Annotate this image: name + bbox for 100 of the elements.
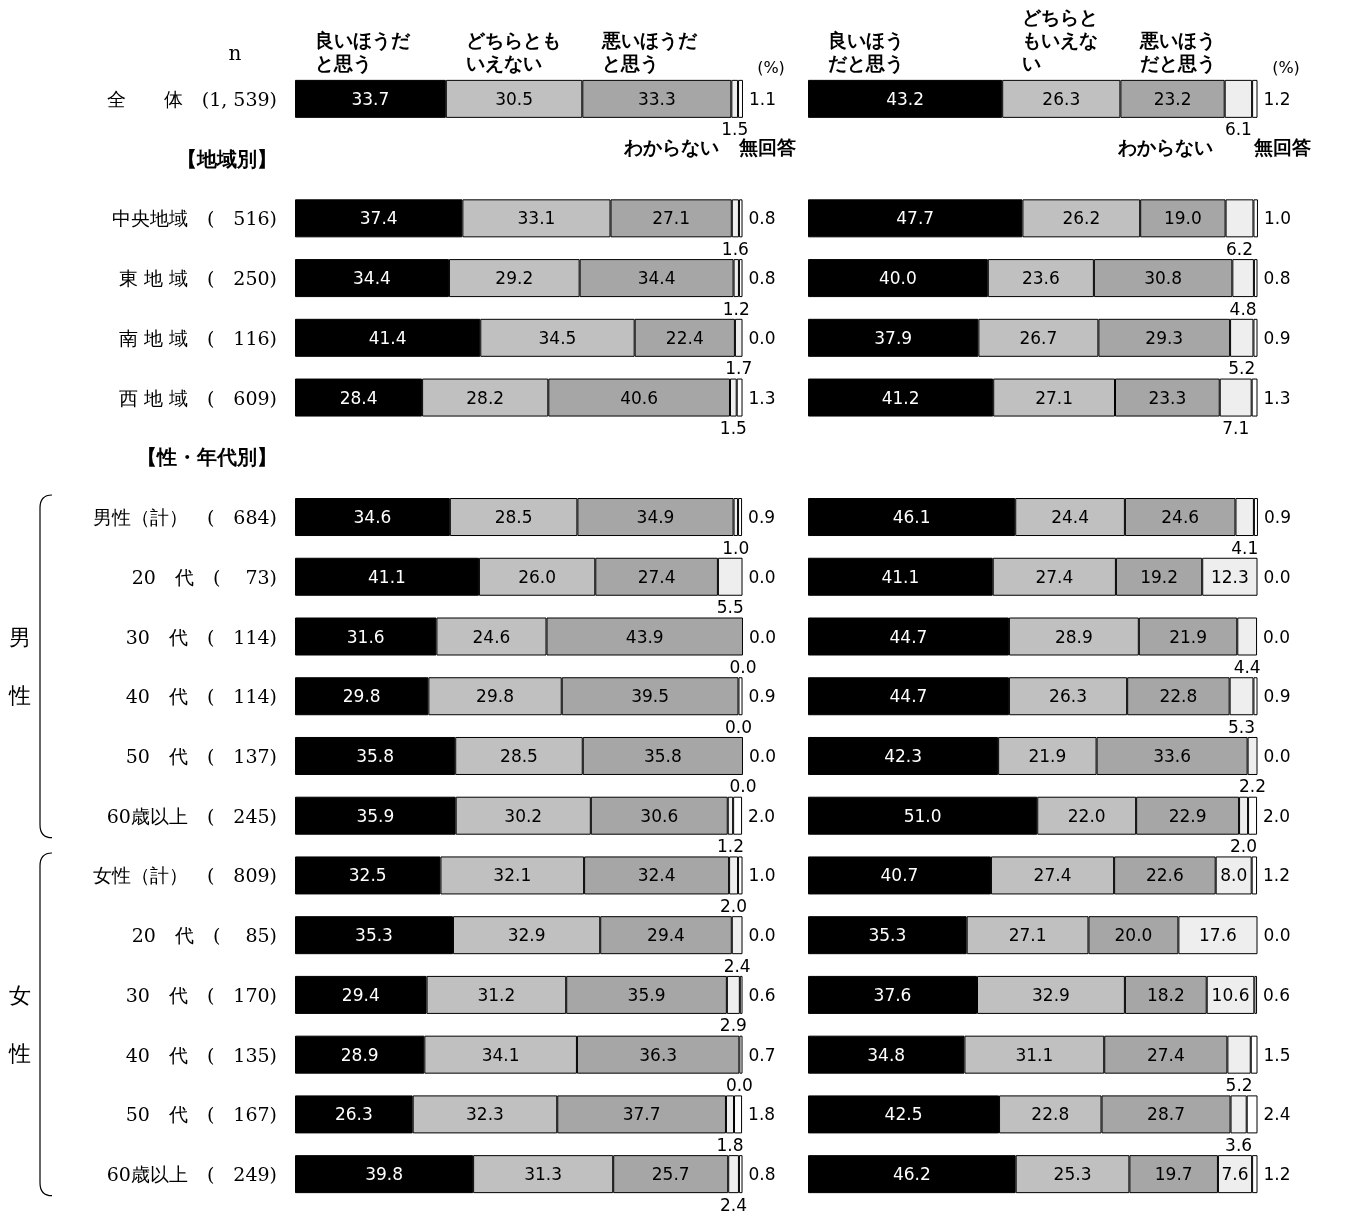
series-label: 悪いほうだと思う [601,29,699,76]
data-label: 4.1 [1231,537,1259,558]
text: (%) [1272,58,1300,78]
data-label: 0.0 [724,716,753,737]
data-label: 26.3 [1042,88,1081,109]
data-label: 19.0 [1163,208,1202,229]
data-label: 37.7 [622,1104,661,1125]
data-label: 28.2 [466,387,505,408]
data-label: 25.7 [651,1164,690,1185]
data-label: 0.0 [1263,626,1291,647]
data-label: 31.1 [1015,1044,1054,1065]
data-label: 41.1 [368,566,406,587]
data-label: 29.8 [476,686,514,707]
data-label: 1.8 [716,1134,744,1155]
data-label: 42.3 [884,745,922,766]
data-label: 23.3 [1148,387,1187,408]
data-label: 29.2 [495,268,534,289]
data-label: 28.7 [1147,1104,1185,1125]
data-label: 27.4 [637,566,676,587]
data-label: 42.5 [884,1104,923,1125]
y-tick-label: 20 代 ( 85) [131,924,277,947]
text: (%) [757,58,785,78]
data-label: 35.3 [868,925,907,946]
data-label: 19.7 [1154,1164,1193,1185]
data-label: 40.0 [878,268,917,289]
text: 女性 [9,983,31,1067]
data-label: 35.8 [643,745,682,766]
data-label: 34.5 [538,327,577,348]
data-label: 6.2 [1226,238,1254,259]
data-label: 28.5 [500,745,538,766]
data-label: 46.1 [892,507,931,528]
data-label: 1.2 [716,836,744,857]
series-label: 無回答 [1252,135,1311,158]
data-label: 30.5 [495,88,533,109]
data-label: 26.3 [1049,686,1087,707]
data-label: 35.9 [627,984,666,1005]
y-tick-label: 【地域別】 [177,146,277,171]
data-label: 0.0 [748,566,776,587]
data-label: 31.3 [524,1164,563,1185]
data-label: 1.3 [748,387,776,408]
data-label: 1.7 [725,358,753,379]
data-label: 2.0 [1263,805,1291,826]
data-label: 5.3 [1228,716,1256,737]
data-label: 0.0 [748,925,776,946]
data-label: 0.9 [1263,507,1291,528]
data-label: 4.4 [1233,657,1261,677]
data-label: 0.9 [748,686,776,707]
data-label: 0.8 [748,268,776,289]
data-label: 27.1 [652,208,691,229]
data-label: 30.8 [1144,268,1183,289]
data-label: 28.4 [339,387,378,408]
data-label: 1.0 [1263,208,1291,229]
data-label: 5.5 [716,597,744,618]
data-label: 34.1 [481,1044,520,1065]
data-label: 46.2 [892,1164,931,1185]
data-label: 29.3 [1145,327,1184,348]
data-label: 31.2 [477,984,516,1005]
data-label: 32.9 [507,925,546,946]
data-label: 33.6 [1153,745,1192,766]
data-label: 2.0 [720,895,748,916]
data-label: 0.0 [748,626,777,647]
data-label: 35.3 [355,925,393,946]
series-label: 無回答 [737,135,796,158]
data-label: 21.9 [1028,745,1067,766]
data-label: 0.9 [1263,327,1291,348]
data-label: 12.3 [1210,566,1249,587]
data-label: 27.4 [1146,1044,1185,1065]
data-label: 37.6 [873,984,912,1005]
data-label: 0.0 [729,776,757,797]
data-label: 22.6 [1145,865,1184,886]
y-tick-label: 30 代 ( 114) [125,625,277,648]
data-label: 29.8 [342,686,381,707]
data-label: 0.6 [748,984,776,1005]
data-label: 32.1 [493,865,532,886]
y-tick-label: 30 代 ( 170) [125,983,277,1006]
data-label: 0.0 [1263,925,1291,946]
data-label: 2.4 [720,1194,748,1215]
data-label: 27.4 [1035,566,1074,587]
data-label: 0.0 [748,745,777,766]
data-label: 0.8 [748,1164,776,1185]
data-label: 0.6 [1263,984,1291,1005]
data-label: 1.5 [1263,1044,1291,1065]
data-label: 35.8 [356,745,395,766]
data-label: 44.7 [889,686,928,707]
data-label: 1.6 [721,238,749,259]
data-label: 2.9 [719,1015,747,1036]
data-label: 31.6 [346,626,385,647]
data-label: 1.3 [1263,387,1291,408]
data-label: 41.2 [881,387,920,408]
data-label: 28.9 [340,1044,379,1065]
data-label: 0.8 [748,208,776,229]
y-tick-label: 東 地 域 ( 250) [118,267,277,290]
data-label: 34.9 [636,507,675,528]
data-label: 24.4 [1051,507,1089,528]
y-tick-label: 40 代 ( 114) [125,685,277,708]
data-label: 2.0 [748,805,776,826]
data-label: 29.4 [341,984,380,1005]
y-tick-label: 全 体 (1, 539) [106,87,277,110]
data-label: 2.4 [1263,1104,1291,1125]
data-label: 43.2 [886,88,925,109]
